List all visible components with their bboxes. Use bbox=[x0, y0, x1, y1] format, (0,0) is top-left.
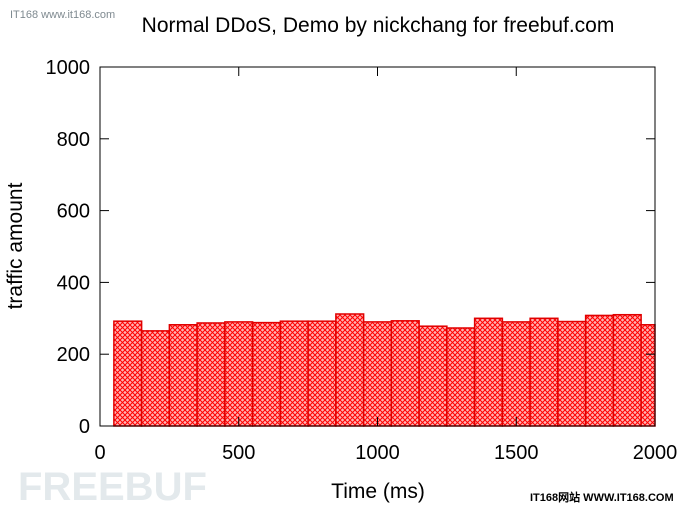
y-tick-label-0: 0 bbox=[79, 416, 90, 438]
bar-15 bbox=[529, 317, 559, 427]
x-tick-label-4: 2000 bbox=[633, 442, 678, 464]
bar-8 bbox=[335, 313, 365, 427]
y-tick-label-4: 800 bbox=[57, 129, 90, 151]
ticks-layer: 0 200 400 600 800 1000 0 500 1000 1500 2000 bbox=[46, 57, 678, 464]
x-tick-label-3: 1500 bbox=[494, 442, 539, 464]
y-axis-label: traffic amount bbox=[4, 182, 27, 309]
x-axis-label: Time (ms) bbox=[331, 480, 425, 503]
bar-17 bbox=[584, 314, 615, 427]
x-tick-label-0: 0 bbox=[94, 442, 105, 464]
y-tick-label-5: 1000 bbox=[46, 57, 91, 79]
bar-4 bbox=[224, 321, 254, 427]
bar-16 bbox=[557, 320, 587, 427]
bar-11 bbox=[418, 325, 448, 427]
bar-3 bbox=[196, 322, 226, 427]
bar-1 bbox=[140, 330, 171, 427]
bar-18 bbox=[612, 313, 642, 427]
bar-7 bbox=[307, 320, 337, 427]
watermark-bottom-left: FREEBUF bbox=[18, 465, 207, 509]
bar-0 bbox=[113, 320, 143, 427]
chart-title: Normal DDoS, Demo by nickchang for freeb… bbox=[142, 14, 615, 37]
bars-layer bbox=[113, 313, 656, 427]
y-tick-label-2: 400 bbox=[57, 272, 90, 294]
bar-5 bbox=[251, 321, 282, 427]
bar-2 bbox=[168, 324, 198, 427]
x-tick-label-2: 1000 bbox=[355, 442, 400, 464]
bar-12 bbox=[446, 327, 476, 427]
watermark-bottom-right: IT168网站 WWW.IT168.COM bbox=[530, 490, 674, 504]
y-tick-label-3: 600 bbox=[57, 201, 90, 223]
bar-14 bbox=[501, 321, 531, 427]
bar-19 bbox=[640, 324, 656, 427]
bar-10 bbox=[390, 320, 420, 427]
bar-13 bbox=[473, 317, 504, 427]
bar-9 bbox=[362, 321, 393, 427]
bar-6 bbox=[279, 320, 309, 427]
watermark-top-left: IT168 www.it168.com bbox=[10, 9, 115, 21]
x-tick-label-1: 500 bbox=[222, 442, 255, 464]
y-tick-label-1: 200 bbox=[57, 344, 90, 366]
